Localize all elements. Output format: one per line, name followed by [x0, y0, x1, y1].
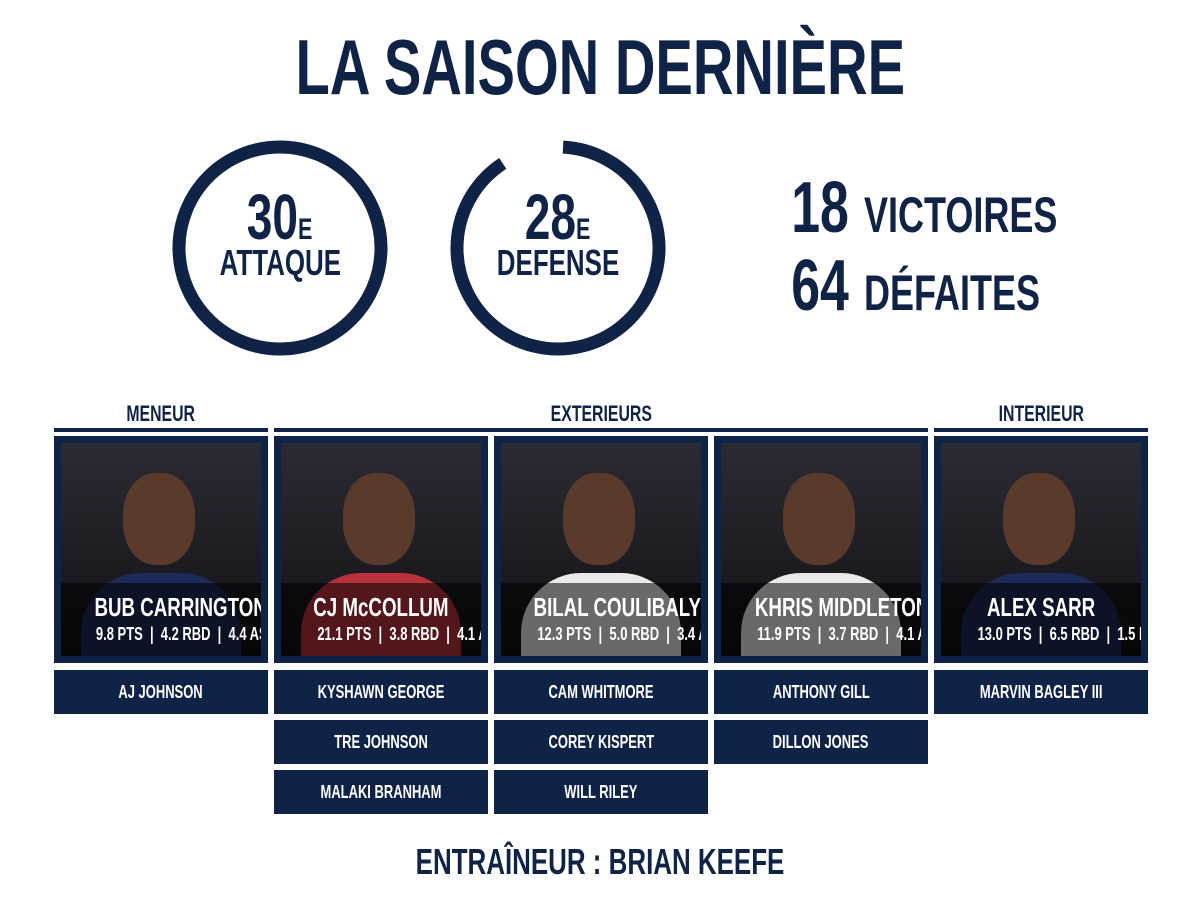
player-card[interactable]: BUB CARRINGTON 9.8 PTS | 4.2 RBD | 4.4 A…	[54, 436, 268, 663]
player-photo: BUB CARRINGTON 9.8 PTS | 4.2 RBD | 4.4 A…	[61, 443, 261, 656]
player-stats: 21.1 PTS | 3.8 RBD | 4.1 AST	[317, 624, 481, 644]
player-name: KHRIS MIDDLETON	[754, 592, 921, 622]
player-name: ALEX SARR	[986, 592, 1096, 622]
section-guard: MENEUR	[54, 400, 268, 432]
player-stats: 12.3 PTS | 5.0 RBD | 3.4 AST	[537, 624, 701, 644]
bench-player[interactable]: KYSHAWN GEORGE	[274, 670, 488, 714]
player-photo: KHRIS MIDDLETON 11.9 PTS | 3.7 RBD | 4.1…	[721, 443, 921, 656]
player-stats: 9.8 PTS | 4.2 RBD | 4.4 AST	[95, 624, 261, 644]
bench-player[interactable]: WILL RILEY	[494, 770, 708, 814]
player-card[interactable]: KHRIS MIDDLETON 11.9 PTS | 3.7 RBD | 4.1…	[714, 436, 928, 663]
page-title: LA SAISON DERNIÈRE	[295, 23, 905, 111]
offense-rank-ring	[172, 140, 388, 356]
player-stats: 11.9 PTS | 3.7 RBD | 4.1 AST	[757, 624, 921, 644]
player-photo: BILAL COULIBALY 12.3 PTS | 5.0 RBD | 3.4…	[501, 443, 701, 656]
section-big: INTERIEUR	[934, 400, 1148, 432]
player-photo: ALEX SARR 13.0 PTS | 6.5 RBD | 1.5 BLK	[941, 443, 1141, 656]
wins: 18 VICTOIRES	[791, 168, 1058, 248]
bench-player[interactable]: AJ JOHNSON	[54, 670, 268, 714]
bench-player[interactable]: ANTHONY GILL	[714, 670, 928, 714]
player-stats: 13.0 PTS | 6.5 RBD | 1.5 BLK	[977, 624, 1141, 644]
player-photo: CJ McCOLLUM 21.1 PTS | 3.8 RBD | 4.1 AST	[281, 443, 481, 656]
bench-player[interactable]: TRE JOHNSON	[274, 720, 488, 764]
coach: ENTRAÎNEUR : BRIAN KEEFE	[415, 841, 785, 882]
bench-player[interactable]: COREY KISPERT	[494, 720, 708, 764]
defense-rank: 28E DEFENSE	[496, 181, 620, 283]
losses: 64 DÉFAITES	[791, 246, 1041, 326]
player-name: BILAL COULIBALY	[533, 592, 701, 622]
player-card[interactable]: CJ McCOLLUM 21.1 PTS | 3.8 RBD | 4.1 AST	[274, 436, 488, 663]
player-card[interactable]: BILAL COULIBALY 12.3 PTS | 5.0 RBD | 3.4…	[494, 436, 708, 663]
bench-player[interactable]: MALAKI BRANHAM	[274, 770, 488, 814]
bench-player[interactable]: MARVIN BAGLEY III	[934, 670, 1148, 714]
section-wings: EXTERIEURS	[274, 400, 928, 432]
offense-rank: 30E ATTAQUE	[219, 181, 341, 283]
player-name: CJ McCOLLUM	[313, 592, 449, 622]
bench-player[interactable]: CAM WHITMORE	[494, 670, 708, 714]
bench-player[interactable]: DILLON JONES	[714, 720, 928, 764]
player-card[interactable]: ALEX SARR 13.0 PTS | 6.5 RBD | 1.5 BLK	[934, 436, 1148, 663]
player-name: BUB CARRINGTON	[94, 592, 261, 622]
defense-rank-ring	[450, 140, 666, 356]
